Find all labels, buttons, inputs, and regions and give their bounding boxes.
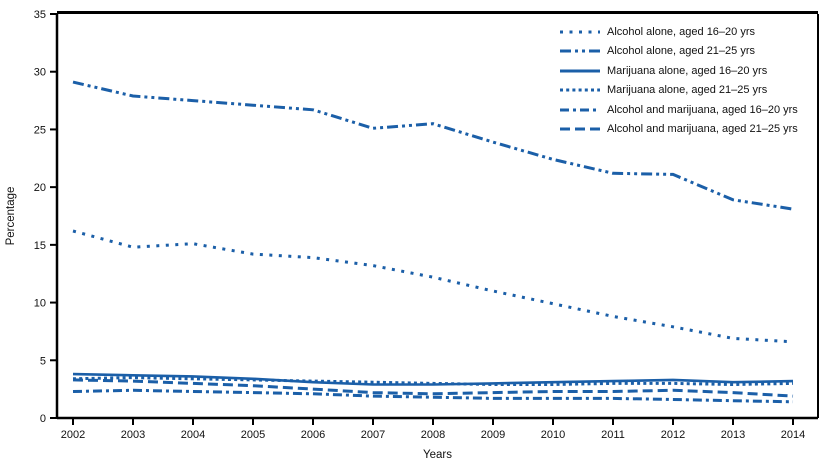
legend-label: Alcohol alone, aged 16–20 yrs bbox=[607, 25, 755, 38]
legend-line-sample bbox=[560, 108, 600, 112]
series-line-3 bbox=[72, 376, 794, 387]
y-tick-label: 25 bbox=[34, 124, 46, 136]
x-axis-title: Years bbox=[423, 449, 452, 461]
data-series bbox=[72, 80, 794, 404]
legend-label: Alcohol and marijuana, aged 16–20 yrs bbox=[607, 103, 798, 116]
series-line-1 bbox=[72, 80, 794, 211]
x-tick-label: 2014 bbox=[781, 429, 805, 441]
x-tick-label: 2002 bbox=[61, 429, 85, 441]
axes bbox=[50, 11, 819, 425]
legend-item: Alcohol alone, aged 16–20 yrs bbox=[560, 22, 798, 42]
legend-label: Marijuana alone, aged 16–20 yrs bbox=[607, 64, 768, 77]
x-tick-label: 2006 bbox=[301, 429, 325, 441]
legend: Alcohol alone, aged 16–20 yrs Alcohol alo… bbox=[560, 22, 798, 139]
series-line-4 bbox=[72, 388, 794, 404]
legend-item: Marijuana alone, aged 21–25 yrs bbox=[560, 81, 798, 101]
y-tick-label: 5 bbox=[40, 355, 46, 367]
x-tick-label: 2008 bbox=[421, 429, 445, 441]
x-tick-label: 2004 bbox=[181, 429, 205, 441]
y-tick-label: 35 bbox=[34, 9, 46, 21]
y-tick-label: 0 bbox=[40, 413, 46, 425]
y-tick-label: 20 bbox=[34, 182, 46, 194]
legend-line-sample bbox=[560, 88, 600, 92]
x-tick-label: 2009 bbox=[481, 429, 505, 441]
x-tick-label: 2005 bbox=[241, 429, 265, 441]
legend-label: Marijuana alone, aged 21–25 yrs bbox=[607, 84, 768, 97]
y-tick-label: 10 bbox=[34, 298, 46, 310]
series-line-0 bbox=[72, 229, 794, 344]
legend-item: Alcohol alone, aged 21–25 yrs bbox=[560, 42, 798, 62]
legend-label: Alcohol and marijuana, aged 21–25 yrs bbox=[607, 123, 798, 136]
axis-labels: 0 5 10 15 20 25 30 35 2002 2003 2004 2005 2006 2007 20… bbox=[5, 9, 805, 461]
legend-label: Alcohol alone, aged 21–25 yrs bbox=[607, 45, 755, 58]
legend-line-sample bbox=[560, 127, 600, 131]
legend-item: Alcohol and marijuana, aged 16–20 yrs bbox=[560, 100, 798, 120]
x-tick-label: 2013 bbox=[721, 429, 745, 441]
legend-line-sample bbox=[560, 30, 600, 34]
legend-item: Alcohol and marijuana, aged 21–25 yrs bbox=[560, 120, 798, 140]
x-tick-label: 2003 bbox=[121, 429, 145, 441]
x-tick-label: 2010 bbox=[541, 429, 565, 441]
series-line-5 bbox=[72, 378, 794, 398]
x-tick-label: 2011 bbox=[601, 429, 625, 441]
legend-item: Marijuana alone, aged 16–20 yrs bbox=[560, 61, 798, 81]
x-tick-label: 2012 bbox=[661, 429, 685, 441]
y-axis-title: Percentage bbox=[5, 187, 17, 246]
x-tick-label: 2007 bbox=[361, 429, 385, 441]
y-tick-label: 15 bbox=[34, 240, 46, 252]
legend-line-sample bbox=[560, 69, 600, 73]
legend-line-sample bbox=[560, 49, 600, 53]
y-tick-label: 30 bbox=[34, 67, 46, 79]
